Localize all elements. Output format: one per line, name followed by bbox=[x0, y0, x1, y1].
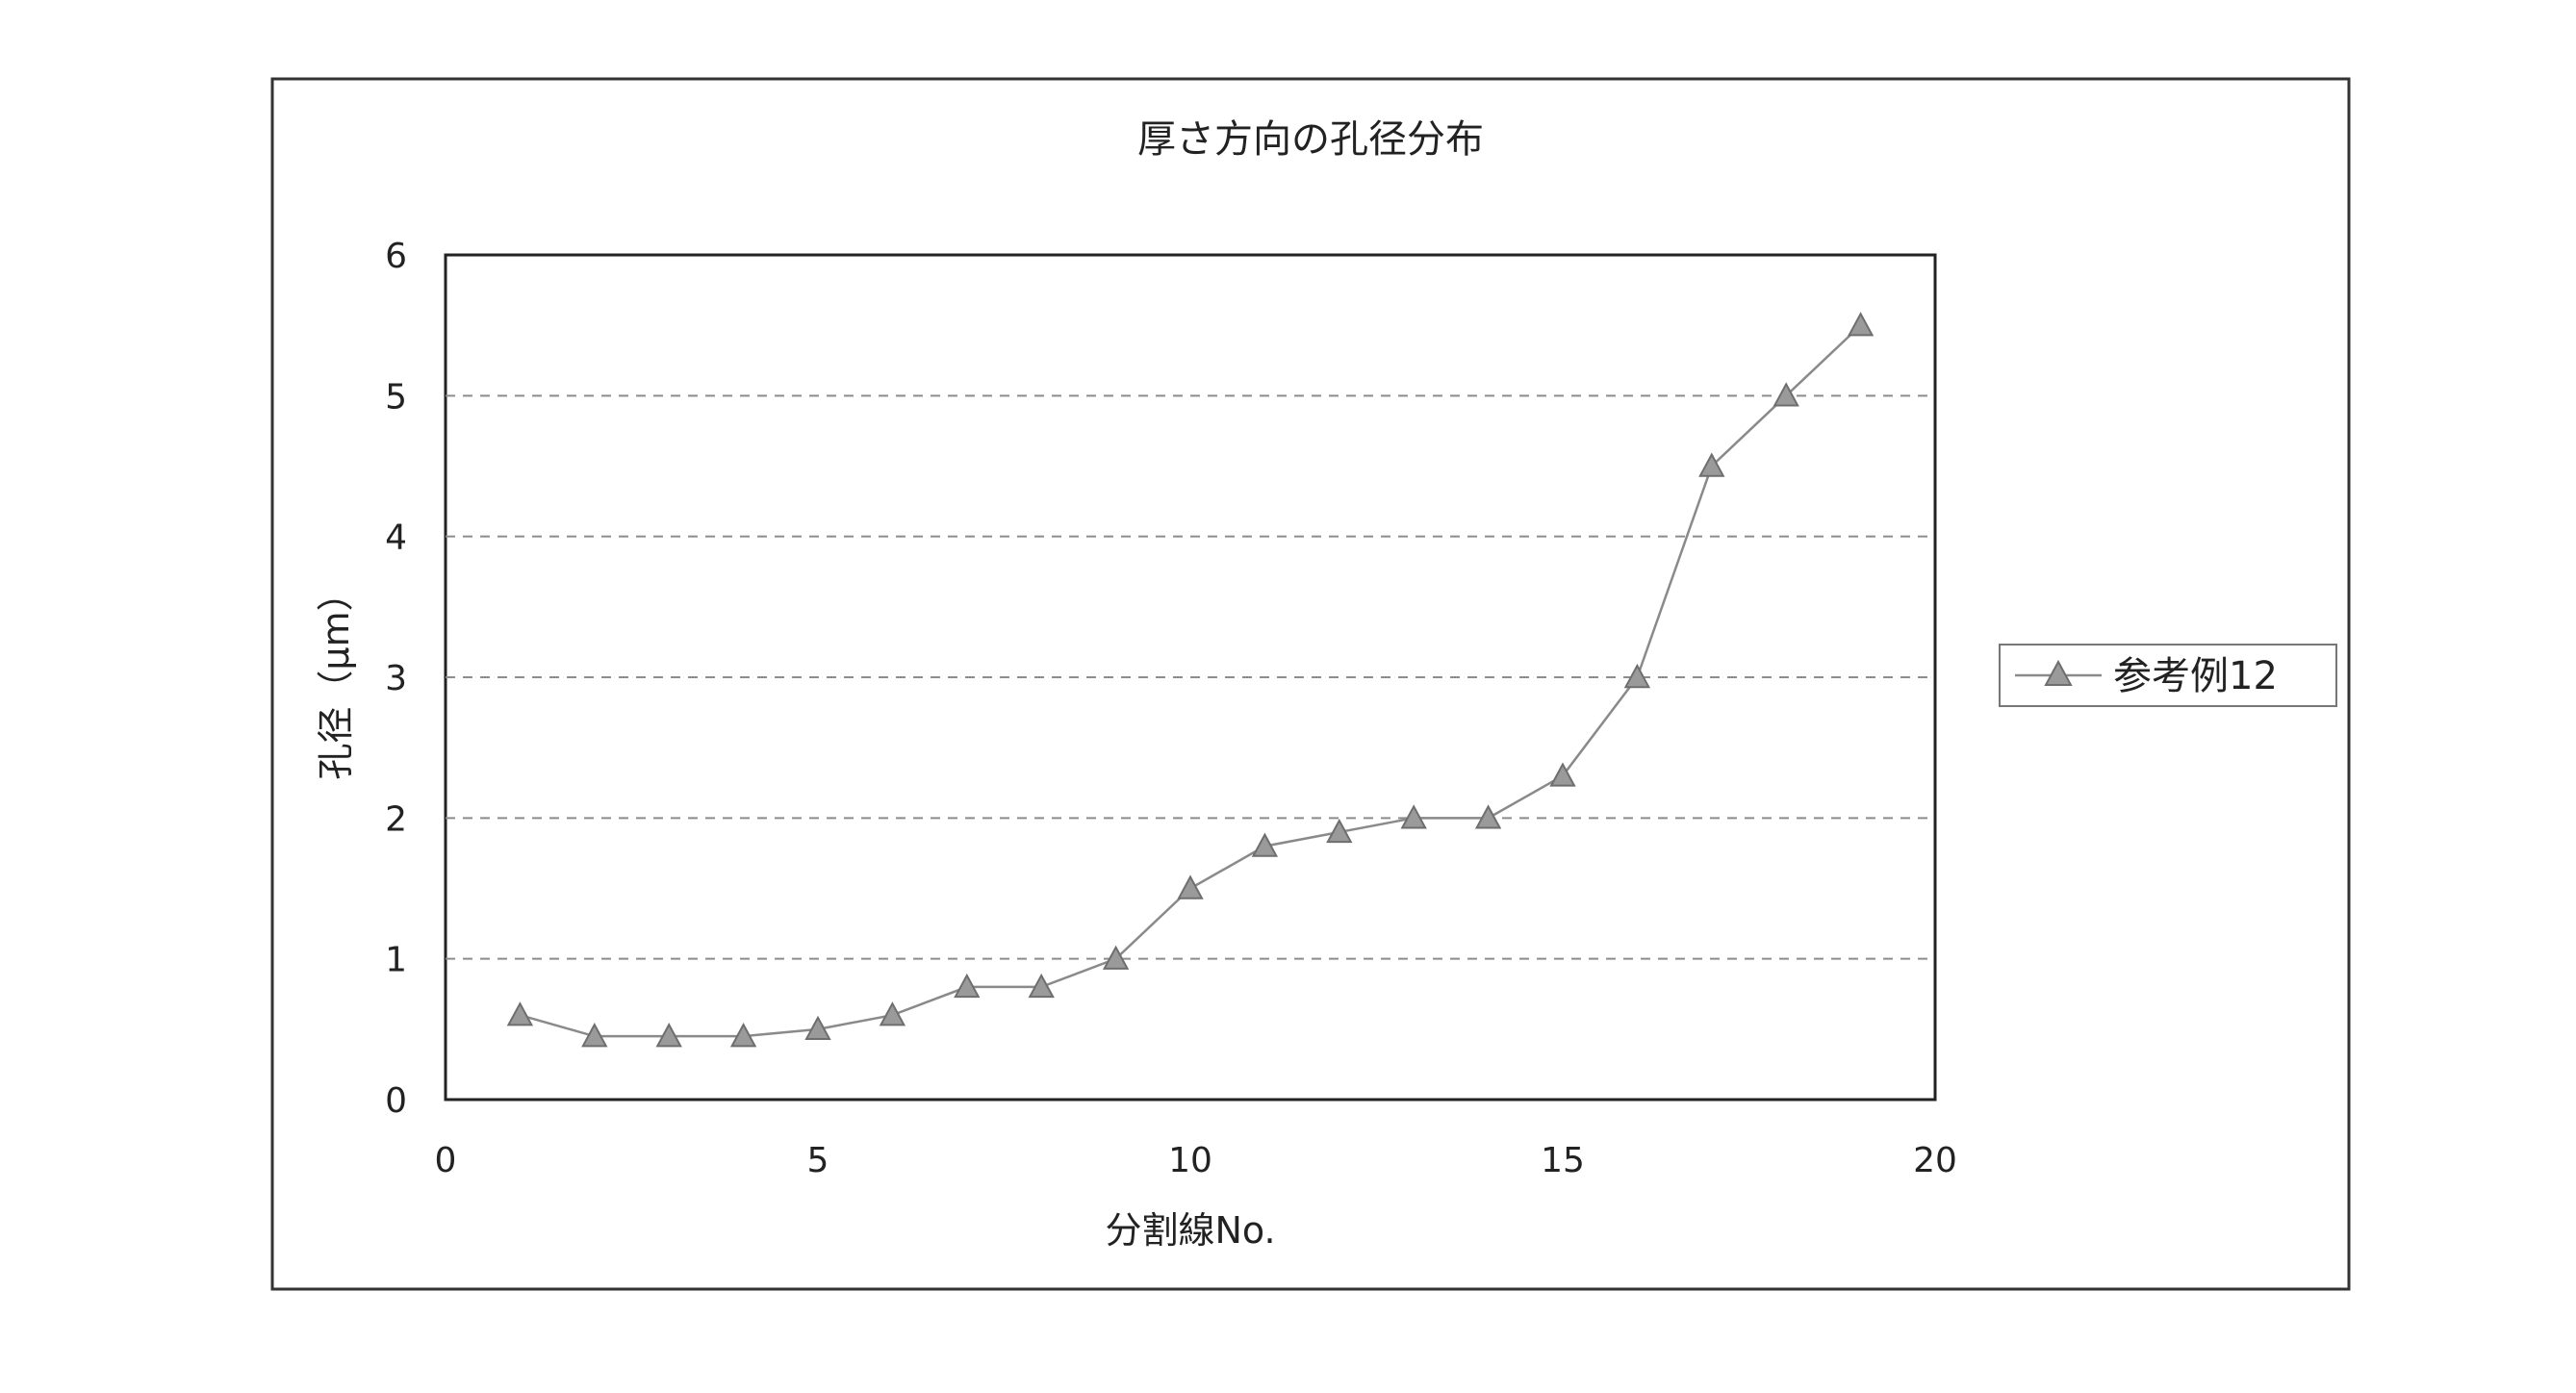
y-tick-label: 5 bbox=[385, 377, 407, 417]
y-tick-label: 1 bbox=[385, 941, 407, 980]
x-tick-label: 5 bbox=[807, 1141, 829, 1180]
legend-series-label: 参考例12 bbox=[2113, 654, 2278, 698]
legend: 参考例12 bbox=[2000, 645, 2336, 706]
chart-title: 厚さ方向の孔径分布 bbox=[1137, 117, 1484, 162]
x-tick-label: 0 bbox=[435, 1141, 457, 1180]
x-tick-label: 20 bbox=[1913, 1141, 1957, 1180]
x-axis-label: 分割線No. bbox=[1105, 1209, 1275, 1252]
y-tick-label: 0 bbox=[385, 1081, 407, 1121]
y-tick-label: 3 bbox=[385, 659, 407, 698]
y-axis-label: 孔径（μm） bbox=[315, 574, 357, 779]
x-tick-label: 15 bbox=[1541, 1141, 1585, 1180]
y-tick-label: 4 bbox=[385, 519, 407, 558]
y-tick-label: 6 bbox=[385, 237, 407, 276]
y-tick-label: 2 bbox=[385, 799, 407, 839]
x-tick-label: 10 bbox=[1168, 1141, 1212, 1180]
